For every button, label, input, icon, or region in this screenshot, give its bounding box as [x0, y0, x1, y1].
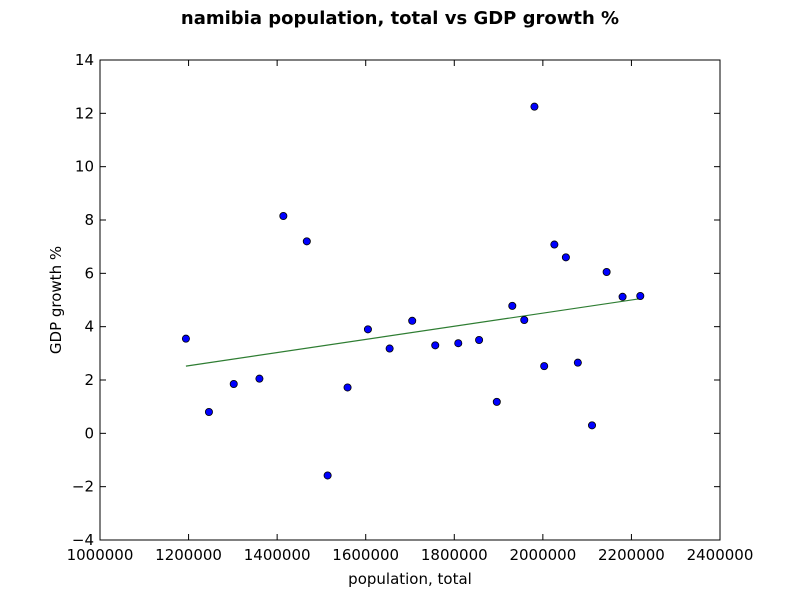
scatter-point [431, 341, 440, 350]
scatter-point [323, 471, 332, 480]
y-axis-ticks: −4 −2 0 2 4 6 8 10 12 14 [72, 51, 720, 549]
points-layer [181, 102, 645, 480]
y-tick-label: −2 [72, 478, 94, 496]
y-tick-label: 0 [84, 424, 94, 442]
scatter-point [588, 421, 597, 430]
scatter-point [363, 325, 372, 334]
scatter-point [475, 335, 484, 344]
trend-line [185, 298, 641, 367]
chart-title: namibia population, total vs GDP growth … [180, 8, 620, 29]
y-tick-label: 12 [75, 104, 94, 122]
scatter-point [618, 292, 627, 301]
scatter-point [408, 316, 417, 325]
y-tick-label: 2 [84, 371, 94, 389]
scatter-point [385, 344, 394, 353]
scatter-point [561, 253, 570, 262]
x-tick-label: 2000000 [509, 546, 576, 564]
scatter-point [279, 211, 288, 220]
x-tick-label: 2200000 [598, 546, 665, 564]
plot-frame [99, 59, 721, 541]
scatter-point [343, 383, 352, 392]
y-tick-label: 4 [84, 318, 94, 336]
y-tick-label: 8 [84, 211, 94, 229]
scatter-point [454, 339, 463, 348]
y-tick-label: 6 [84, 264, 94, 282]
x-tick-label: 1400000 [244, 546, 311, 564]
x-tick-label: 2400000 [687, 546, 754, 564]
scatter-point [302, 237, 311, 246]
y-tick-label: 14 [75, 51, 94, 69]
scatter-point [204, 407, 213, 416]
y-tick-label: 10 [75, 158, 94, 176]
x-tick-label: 1800000 [421, 546, 488, 564]
x-tick-label: 1200000 [155, 546, 222, 564]
x-tick-label: 1000000 [67, 546, 134, 564]
scatter-point [492, 397, 501, 406]
x-tick-label: 1600000 [332, 546, 399, 564]
scatter-point [540, 362, 549, 371]
x-axis-label: population, total [348, 570, 472, 588]
y-tick-label: −4 [72, 531, 94, 549]
scatter-point [229, 379, 238, 388]
scatter-point [520, 315, 529, 324]
x-axis-ticks: 1000000 1200000 1400000 1600000 1800000 20000… [67, 60, 754, 564]
scatter-point [508, 301, 517, 310]
scatter-point [550, 240, 559, 249]
scatter-point [181, 334, 190, 343]
trend-layer [185, 298, 641, 367]
scatter-point [636, 291, 645, 300]
scatter-point [573, 358, 582, 367]
y-axis-label: GDP growth % [47, 246, 65, 354]
scatter-point [255, 374, 264, 383]
scatter-point [602, 267, 611, 276]
scatter-point [530, 102, 539, 111]
